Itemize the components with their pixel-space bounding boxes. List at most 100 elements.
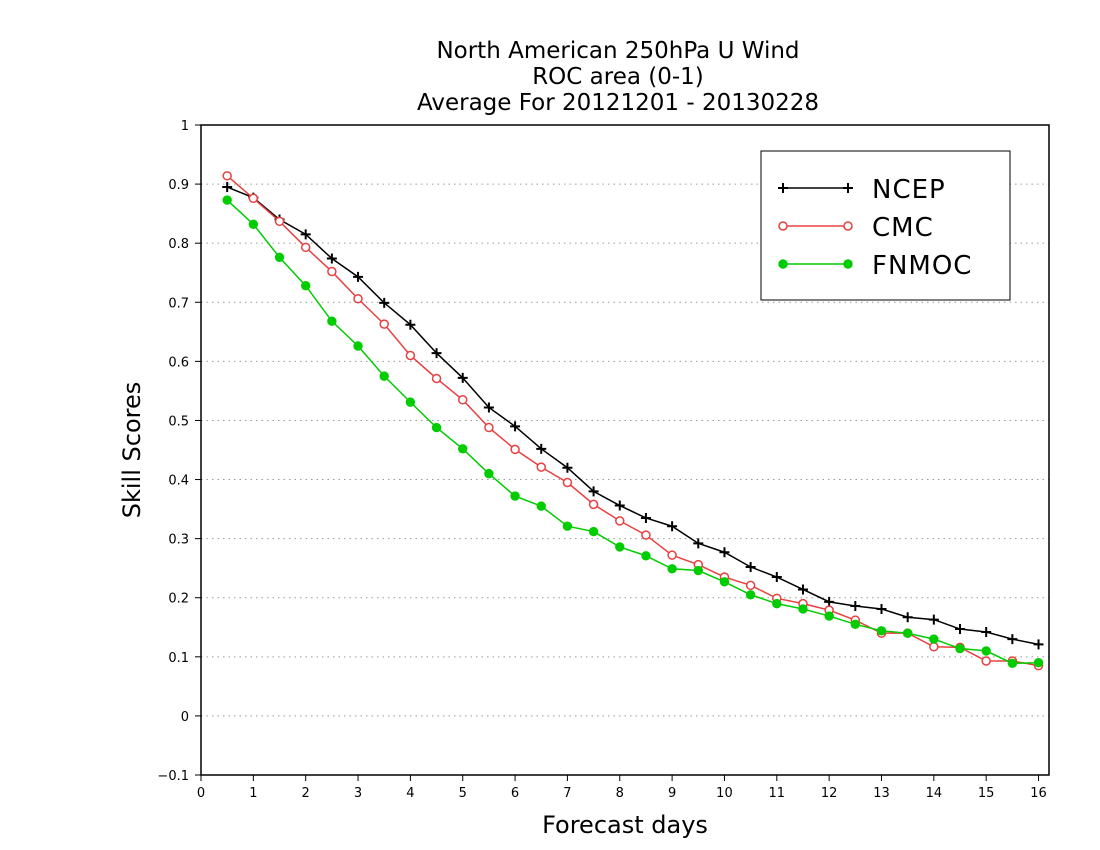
data-point-cmc (353, 293, 363, 304)
data-point-fnmoc (1007, 658, 1018, 669)
x-tick-label: 3 (354, 786, 362, 801)
chart-title-line-1: North American 250hPa U Wind (436, 38, 799, 64)
series-layer (222, 171, 1044, 671)
data-point-ncep (719, 547, 730, 558)
x-tick-label: 2 (302, 786, 310, 801)
legend-label: FNMOC (872, 251, 972, 281)
grid-lines (201, 183, 1049, 717)
y-tick-label: 1 (181, 119, 189, 134)
x-tick-label: 14 (926, 786, 943, 801)
y-tick-label: 0.5 (168, 414, 189, 429)
data-point-cmc (510, 444, 520, 455)
data-point-ncep (955, 624, 966, 635)
data-point-fnmoc (458, 444, 468, 454)
data-point-ncep (588, 486, 599, 497)
data-point-ncep (745, 562, 756, 572)
data-point-fnmoc (353, 341, 363, 351)
data-point-ncep (981, 627, 992, 637)
legend-marker (778, 259, 788, 269)
data-point-fnmoc (902, 628, 913, 638)
plot-frame (200, 124, 1050, 776)
data-point-fnmoc (379, 371, 389, 381)
data-point-fnmoc (327, 316, 337, 326)
data-point-fnmoc (536, 501, 546, 511)
data-point-cmc (405, 350, 416, 361)
data-point-cmc (300, 242, 311, 253)
data-point-cmc (431, 373, 442, 384)
x-tick-label: 11 (769, 786, 786, 801)
data-point-fnmoc (772, 598, 782, 609)
data-point-cmc (615, 516, 625, 526)
data-point-fnmoc (431, 422, 442, 433)
data-point-fnmoc (981, 646, 991, 656)
x-tick-label: 4 (406, 786, 414, 801)
data-point-fnmoc (510, 491, 520, 501)
legend-marker (843, 183, 853, 193)
y-tick-label: 0.1 (168, 651, 189, 666)
data-point-fnmoc (588, 526, 599, 537)
data-point-cmc (981, 656, 991, 666)
data-point-cmc (457, 395, 468, 405)
data-point-fnmoc (929, 634, 939, 644)
data-point-ncep (797, 584, 808, 595)
data-point-fnmoc (955, 643, 965, 654)
x-tick-label: 9 (668, 786, 676, 801)
legend-item-fnmoc: FNMOC (778, 251, 972, 281)
data-point-ncep (876, 603, 887, 614)
y-tick-label: 0.3 (168, 533, 189, 548)
x-tick-label: 10 (716, 786, 733, 801)
data-point-fnmoc (274, 252, 285, 263)
axes: −0.100.10.20.30.40.50.60.70.80.910 1 2 3 4 5 6… (157, 119, 1046, 801)
data-point-fnmoc (300, 281, 311, 291)
data-point-fnmoc (719, 577, 730, 587)
data-point-ncep (326, 253, 337, 264)
x-tick-label: 7 (563, 786, 571, 801)
y-tick-label: 0.9 (168, 178, 189, 193)
data-point-ncep (640, 512, 651, 523)
data-point-ncep (824, 596, 835, 607)
data-point-cmc (641, 530, 651, 540)
data-point-ncep (536, 443, 547, 454)
data-point-cmc (667, 550, 677, 560)
legend-item-cmc: CMC (778, 213, 933, 243)
data-point-fnmoc (484, 468, 494, 479)
legend: NCEP CMC FNMOC (760, 150, 1011, 301)
data-point-fnmoc (562, 521, 573, 531)
data-point-ncep (510, 421, 521, 432)
data-point-ncep (483, 402, 494, 413)
data-point-ncep (457, 372, 468, 383)
data-point-ncep (379, 297, 390, 308)
data-point-fnmoc (641, 551, 651, 561)
data-point-ncep (405, 319, 416, 330)
x-tick-label: 0 (197, 786, 205, 801)
x-tick-label: 1 (249, 786, 257, 801)
x-tick-label: 16 (1030, 786, 1047, 801)
data-point-fnmoc (667, 564, 677, 574)
data-point-ncep (431, 348, 442, 359)
data-point-fnmoc (745, 590, 756, 600)
data-point-ncep (562, 462, 573, 473)
y-tick-label: 0 (181, 710, 189, 725)
data-point-ncep (614, 500, 625, 511)
data-point-cmc (588, 499, 599, 510)
data-point-ncep (300, 229, 311, 240)
data-point-cmc (745, 580, 756, 591)
data-point-cmc (484, 422, 494, 433)
data-point-ncep (667, 521, 678, 532)
data-point-fnmoc (1033, 658, 1044, 668)
data-point-cmc (248, 193, 259, 204)
data-point-fnmoc (798, 604, 808, 614)
y-axis-title: Skill Scores (118, 382, 146, 519)
x-tick-label: 6 (511, 786, 519, 801)
data-point-cmc (274, 216, 285, 227)
data-point-fnmoc (850, 619, 861, 630)
data-point-ncep (693, 538, 704, 549)
data-point-cmc (222, 171, 232, 181)
data-point-fnmoc (693, 565, 703, 576)
data-point-cmc (562, 477, 573, 488)
legend-marker (843, 221, 853, 231)
data-point-cmc (929, 642, 939, 652)
y-tick-label: 0.2 (168, 592, 189, 607)
x-tick-label: 13 (873, 786, 890, 801)
